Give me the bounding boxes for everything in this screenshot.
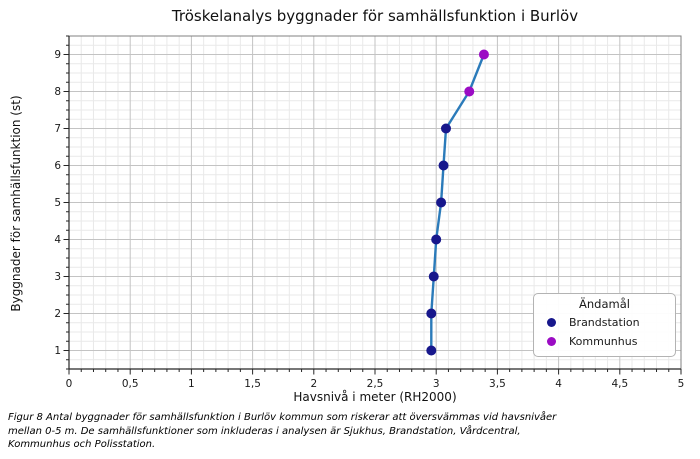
y-tick-label: 2	[54, 308, 61, 320]
legend-entry-brandstation: Brandstation	[534, 313, 675, 332]
x-tick-label: 5	[678, 378, 685, 390]
y-tick-label: 1	[54, 345, 61, 357]
y-tick-label: 5	[54, 197, 61, 209]
data-point	[426, 345, 437, 356]
kommunhus-dot-icon	[547, 337, 556, 346]
x-axis-label: Havsnivå i meter (RH2000)	[293, 390, 457, 404]
data-point	[464, 86, 475, 97]
y-tick-label: 7	[54, 123, 61, 135]
data-point	[436, 197, 447, 208]
x-tick-label: 2	[310, 378, 317, 390]
x-tick-label: 2,5	[367, 378, 384, 390]
brandstation-dot-icon	[547, 318, 556, 327]
legend-label-kommunhus: Kommunhus	[569, 335, 638, 348]
legend-entry-kommunhus: Kommunhus	[534, 332, 675, 351]
y-tick-label: 4	[54, 234, 61, 246]
x-tick-label: 4,5	[611, 378, 628, 390]
caption-line-3: Kommunhus och Polisstation.	[8, 439, 156, 450]
data-point	[428, 271, 439, 282]
legend-title: Ändamål	[579, 297, 630, 311]
data-point	[438, 160, 449, 171]
data-point	[431, 234, 442, 245]
x-tick-label: 1,5	[244, 378, 261, 390]
y-axis-label: Byggnader för samhällsfunktion (st)	[9, 95, 23, 312]
x-tick-label: 3,5	[489, 378, 506, 390]
x-tick-label: 4	[555, 378, 562, 390]
x-tick-label: 0,5	[122, 378, 139, 390]
x-tick-label: 3	[433, 378, 440, 390]
x-tick-label: 1	[188, 378, 195, 390]
legend-box: Ändamål Brandstation Kommunhus	[533, 293, 676, 357]
caption-line-2: mellan 0-5 m. De samhällsfunktioner som …	[8, 425, 521, 437]
chart-figure: Tröskelanalys byggnader för samhällsfunk…	[9, 7, 685, 404]
y-tick-label: 3	[54, 271, 61, 283]
x-tick-label: 0	[66, 378, 73, 390]
y-tick-label: 9	[54, 49, 61, 61]
data-point	[426, 308, 437, 319]
chart-title: Tröskelanalys byggnader för samhällsfunk…	[171, 7, 579, 25]
data-point	[478, 49, 489, 60]
y-tick-label: 6	[54, 160, 61, 172]
legend-label-brandstation: Brandstation	[569, 316, 640, 329]
caption-line-1: Figur 8 Antal byggnader för samhällsfunk…	[8, 412, 557, 423]
figure-caption: Figur 8 Antal byggnader för samhällsfunk…	[8, 411, 696, 452]
chart-canvas: 0 0,5 1 1,5 2 2,5 3 3,5 4 4,5 5 1 2 3 4 5 6 7 8 9	[54, 35, 685, 390]
data-point	[440, 123, 451, 134]
y-tick-label: 8	[54, 86, 61, 98]
